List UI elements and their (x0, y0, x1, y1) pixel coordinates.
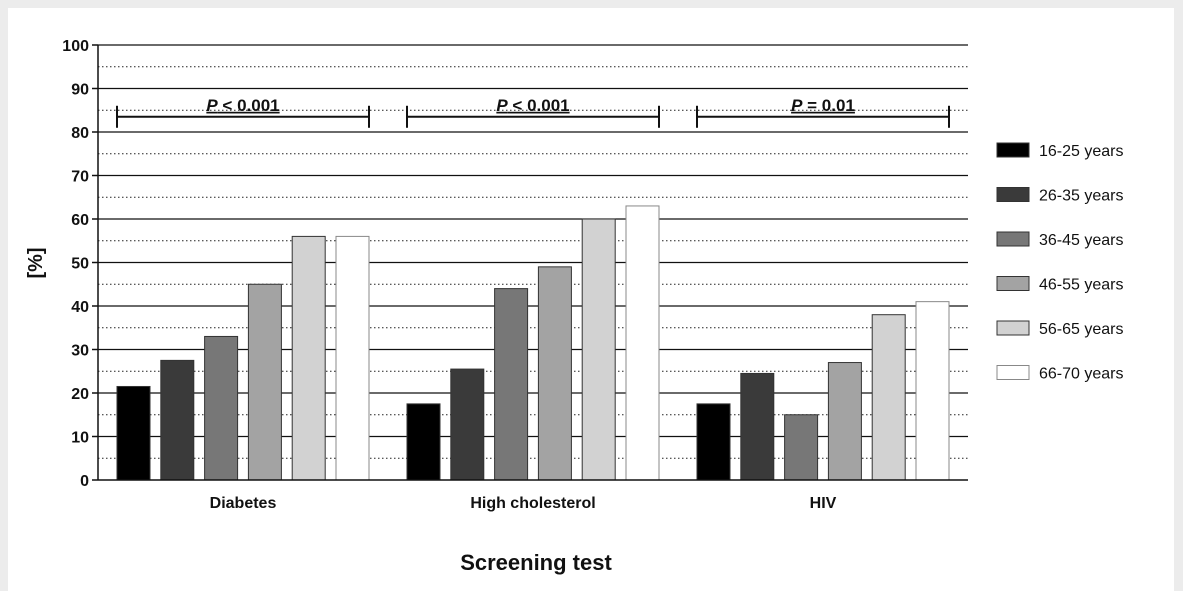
legend-swatch (996, 142, 1030, 158)
legend: 16-25 years 26-35 years 36-45 years 46-55 y… (996, 142, 1124, 383)
bar (406, 403, 441, 481)
x-category-label: HIV (810, 495, 837, 512)
bar-chart: 0 10 20 30 40 50 60 70 80 90 100 Diabetes High chole… (25, 38, 1124, 575)
significance-annotations: P < 0.001 P < 0.001 P = 0.01 (116, 96, 950, 128)
bar (871, 314, 906, 481)
bar (827, 362, 862, 481)
legend-label: 36-45 years (1039, 232, 1124, 249)
p-value-label: P = 0.01 (791, 96, 855, 115)
legend-swatch (996, 187, 1030, 202)
legend-label: 16-25 years (1039, 143, 1124, 160)
bar (784, 414, 819, 481)
bar (537, 266, 572, 481)
legend-swatch (996, 276, 1030, 291)
axes: 0 10 20 30 40 50 60 70 80 90 100 Diabetes High chole… (62, 38, 968, 512)
p-value-label: P < 0.001 (496, 96, 569, 115)
legend-label: 26-35 years (1039, 188, 1124, 205)
y-tick-label: 20 (71, 386, 89, 403)
legend-swatch (996, 365, 1030, 380)
bar (625, 205, 660, 481)
bar (494, 288, 529, 481)
bar (291, 235, 326, 481)
y-tick-label: 60 (71, 212, 89, 229)
bars (116, 205, 950, 481)
bar (204, 335, 239, 481)
legend-swatch (996, 231, 1030, 247)
y-tick-label: 0 (80, 473, 89, 490)
bar (740, 372, 775, 481)
legend-label: 56-65 years (1039, 321, 1124, 338)
bar (581, 218, 616, 481)
bar (247, 283, 282, 481)
bar (335, 235, 370, 481)
y-tick-label: 30 (71, 343, 89, 360)
x-axis-label: Screening test (460, 550, 612, 575)
y-tick-label: 80 (71, 125, 89, 142)
p-value-label: P < 0.001 (206, 96, 279, 115)
legend-swatch (996, 320, 1030, 336)
bar (915, 301, 950, 481)
y-tick-label: 50 (71, 256, 89, 273)
y-tick-label: 90 (71, 82, 89, 99)
grid-lines (98, 44, 968, 459)
y-tick-label: 40 (71, 299, 89, 316)
x-category-label: High cholesterol (470, 495, 595, 512)
x-category-label: Diabetes (210, 495, 277, 512)
y-tick-label: 100 (62, 38, 89, 55)
bar (450, 368, 485, 481)
bar (160, 359, 195, 481)
chart-panel: 0 10 20 30 40 50 60 70 80 90 100 Diabetes High chole… (8, 8, 1174, 591)
y-axis-label: [%] (25, 247, 47, 278)
legend-label: 66-70 years (1039, 366, 1124, 383)
bar (696, 403, 731, 481)
y-tick-label: 10 (71, 430, 89, 447)
legend-label: 46-55 years (1039, 277, 1124, 294)
bar (116, 385, 151, 481)
y-tick-label: 70 (71, 169, 89, 186)
